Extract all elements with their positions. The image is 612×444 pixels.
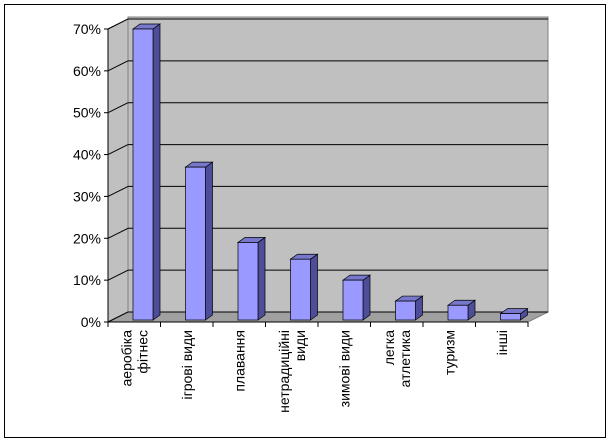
bar <box>184 161 214 321</box>
bar-front <box>185 166 206 321</box>
x-tick-label: плавання <box>231 330 247 392</box>
bar-side <box>152 23 161 321</box>
grid-line-side <box>107 144 129 156</box>
x-tick-label: нетрадиційнівиди <box>276 330 308 413</box>
bar-front <box>132 28 154 321</box>
bar <box>446 299 477 321</box>
y-tick-label: 40% <box>73 147 101 163</box>
bar-front <box>290 258 311 321</box>
grid-line-side <box>107 60 129 72</box>
y-tick-label: 0% <box>81 314 101 330</box>
bar-front <box>342 279 364 321</box>
x-tick-label: зимові види <box>336 330 352 407</box>
bar <box>131 23 162 321</box>
bar-front <box>237 242 259 321</box>
grid-line-side <box>107 269 129 281</box>
bar <box>236 236 267 321</box>
grid-line-side <box>107 185 129 197</box>
bar-front <box>395 300 416 321</box>
y-tick-label: 50% <box>73 105 101 121</box>
bar-front <box>447 304 469 321</box>
x-tick-label: легкаатлетика <box>381 330 413 388</box>
bar <box>394 295 424 321</box>
side-wall <box>107 18 129 323</box>
x-tick-label: аеробікафітнес <box>118 330 150 387</box>
x-tick-label: туризм <box>441 330 457 375</box>
grid-line-side <box>107 18 129 30</box>
bar <box>341 274 372 321</box>
y-tick-label: 10% <box>73 272 101 288</box>
grid-line-side <box>107 102 129 114</box>
y-tick-label: 60% <box>73 63 101 79</box>
bar-side <box>257 236 266 321</box>
x-tick-label: інші <box>494 330 510 355</box>
y-tick-label: 70% <box>73 21 101 37</box>
floor <box>107 311 549 323</box>
bar-side <box>362 274 371 321</box>
grid-line-side <box>107 227 129 239</box>
grid-line-side <box>107 311 129 323</box>
y-tick-label: 30% <box>73 188 101 204</box>
bar-side <box>205 161 213 321</box>
bar <box>289 253 319 321</box>
bar <box>499 307 529 321</box>
y-tick-label: 20% <box>73 230 101 246</box>
bar-side <box>310 253 318 321</box>
x-tick-label: ігрові види <box>179 330 195 399</box>
bar-front <box>500 313 521 321</box>
